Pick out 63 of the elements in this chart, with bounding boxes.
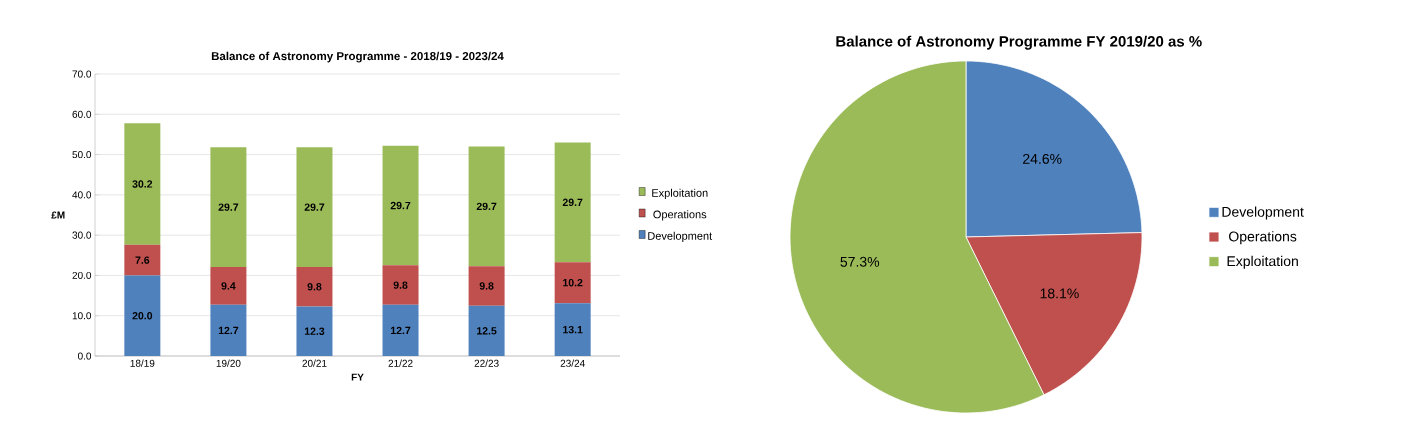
x-tick-label: 22/23 [474, 359, 499, 367]
y-tick-label: 10.0 [72, 312, 92, 320]
bar [554, 303, 591, 356]
y-tick-label: 70.0 [72, 70, 92, 78]
y-tick-label: 40.0 [72, 191, 92, 199]
bar [382, 265, 419, 305]
y-tick-label: 20.0 [72, 271, 92, 279]
data-label: 10.2 [563, 278, 583, 287]
bar [468, 305, 505, 356]
y-tick-label: 30.0 [72, 231, 92, 239]
data-label: 12.7 [390, 326, 411, 335]
data-label: 29.7 [390, 201, 411, 210]
data-label: 9.8 [307, 283, 322, 291]
data-label: 29.7 [476, 202, 497, 211]
data-label: 13.1 [563, 325, 583, 334]
data-label: 18.1% [1040, 288, 1079, 299]
data-label: 9.8 [479, 282, 494, 290]
data-label: 29.7 [304, 203, 325, 211]
bar [124, 123, 161, 245]
y-tick-label: 50.0 [72, 151, 92, 159]
x-tick-label: 23/24 [560, 359, 585, 367]
data-label: 29.7 [562, 198, 583, 207]
legend-label: Operations [653, 210, 707, 221]
data-label: 30.2 [132, 180, 153, 188]
y-tick-label: 60.0 [72, 110, 92, 118]
legend-label: Operations [1229, 231, 1297, 245]
x-tick-label: 21/22 [388, 359, 413, 367]
bar [554, 142, 591, 263]
bar [468, 146, 505, 267]
data-label: 57.3% [840, 256, 880, 267]
data-label: 12.3 [304, 327, 325, 335]
chart-title: Balance of Astronomy Programme FY 2019/20 as % [836, 35, 1202, 50]
data-label: 7.6 [135, 256, 150, 264]
x-axis-title: FY [351, 373, 364, 381]
bar [296, 147, 333, 267]
chart-title: Balance of Astronomy Programme - 2018/19 - 2023/24 [211, 51, 504, 63]
x-tick-label: 20/21 [302, 359, 327, 367]
data-label: 12.7 [218, 326, 239, 335]
x-tick-label: 18/19 [130, 359, 155, 367]
y-axis-title: £M [51, 211, 65, 219]
bar [296, 266, 333, 307]
bar [296, 306, 333, 356]
x-tick-label: 19/20 [216, 359, 241, 367]
y-tick-label: 0.0 [77, 352, 92, 360]
data-label: 29.7 [218, 203, 239, 211]
bar [210, 147, 247, 267]
bar [468, 266, 505, 306]
legend-label: Exploitation [1227, 255, 1298, 269]
data-label: 12.5 [477, 327, 497, 335]
legend-label: Development [1222, 206, 1304, 220]
data-label: 24.6% [1023, 153, 1062, 164]
bar [124, 244, 161, 276]
bar [554, 262, 591, 304]
bar [382, 304, 419, 356]
bar [382, 145, 419, 266]
bar [210, 266, 247, 305]
legend-label: Exploitation [652, 188, 708, 200]
bar [124, 275, 161, 356]
data-label: 9.4 [221, 282, 236, 290]
data-label: 9.8 [393, 281, 408, 289]
bar [210, 304, 247, 356]
legend-label: Development [648, 231, 713, 242]
data-label: 20.0 [132, 312, 153, 320]
